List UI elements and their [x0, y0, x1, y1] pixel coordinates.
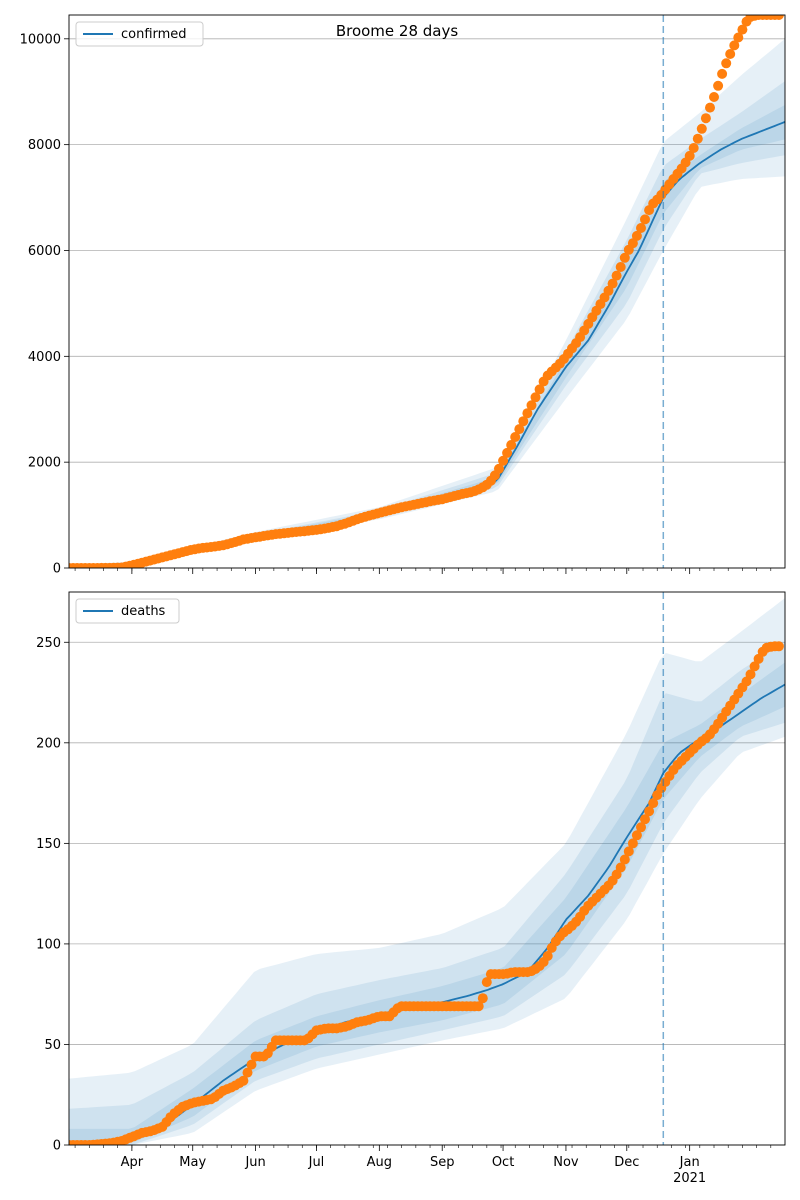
observed-point [542, 951, 553, 961]
observed-point [615, 862, 626, 873]
observed-point [530, 392, 541, 403]
observed-point [644, 806, 655, 817]
y-tick-label: 8000 [28, 138, 61, 153]
observed-point [514, 424, 525, 435]
legend-box [75, 21, 204, 47]
observed-point [506, 440, 517, 450]
observed-point [510, 432, 521, 442]
observed-point [518, 416, 529, 427]
observed-point [636, 822, 646, 833]
observed-point [242, 1067, 253, 1078]
legend-box [75, 598, 180, 624]
x-tick-label: Jul [308, 1155, 325, 1170]
x-tick-label: Aug [367, 1155, 392, 1170]
observed-point [522, 408, 533, 419]
observed-point [648, 798, 659, 809]
x-tick-label: Apr [121, 1155, 144, 1170]
y-tick-label: 250 [36, 636, 61, 651]
plot-area [69, 598, 785, 1145]
y-tick-label: 0 [53, 562, 61, 577]
legend-label: confirmed [121, 27, 187, 42]
axes-frame [68, 591, 786, 1146]
legend: confirmed [75, 21, 204, 47]
y-tick-label: 10000 [20, 32, 61, 47]
observed-point [607, 278, 618, 289]
observed-point [611, 270, 622, 281]
observed-point [688, 143, 699, 153]
observed-point [498, 455, 509, 466]
observed-point [623, 846, 634, 857]
axes-frame [68, 14, 786, 569]
observed-point [494, 463, 504, 474]
observed-point [627, 238, 638, 249]
legend-label: deaths [121, 604, 166, 619]
y-tick-label: 0 [53, 1139, 61, 1154]
observed-point [721, 58, 732, 69]
observed-point [729, 40, 740, 51]
band-middle [69, 642, 785, 1145]
observed-point [636, 223, 646, 233]
observed-point [692, 133, 703, 144]
observed-point [773, 641, 784, 652]
y-tick-label: 200 [36, 736, 61, 751]
observed-point [773, 15, 784, 20]
observed-point [745, 669, 756, 680]
x-tick-label: Oct [492, 1155, 514, 1170]
y-tick-label: 150 [36, 837, 61, 852]
observed-point [481, 977, 492, 988]
band-inner [69, 105, 785, 568]
confirmed-panel: 0 2000 4000 6000 8000 10000 confirmed [20, 14, 786, 577]
observed-point [238, 1075, 249, 1086]
observed-point [619, 854, 630, 865]
observed-point [477, 993, 488, 1004]
observed-point [534, 384, 545, 395]
x-tick-label: Sep [430, 1155, 455, 1170]
observed-point [526, 400, 537, 411]
deaths-panel: 0 50 100 150 200 250 Apr May Jun Jul Aug Sep Oct Nov D… [36, 591, 786, 1186]
observed-point [713, 80, 724, 91]
y-tick-label: 100 [36, 937, 61, 952]
observed-point [640, 214, 650, 225]
x-year-label: 2021 [673, 1171, 706, 1186]
observed-point [615, 262, 626, 272]
observed-point [619, 252, 630, 263]
band-outer [69, 38, 785, 568]
observed-point [737, 24, 748, 35]
y-tick-label: 50 [44, 1038, 61, 1053]
observed-point [733, 32, 744, 43]
y-tick-label: 2000 [28, 456, 61, 471]
observed-point [700, 113, 711, 124]
observed-point [246, 1059, 257, 1070]
observed-point [705, 102, 715, 113]
observed-point [696, 123, 707, 134]
plot-area [69, 15, 785, 568]
observed-point [473, 1001, 484, 1012]
observed-point [725, 49, 736, 59]
x-tick-label: Nov [553, 1155, 579, 1170]
observed-point [631, 230, 642, 241]
observed-point [709, 92, 719, 102]
y-tick-label: 4000 [28, 350, 61, 365]
chart-title: Broome 28 days [336, 22, 459, 40]
x-tick-label: May [179, 1155, 206, 1170]
observed-point [627, 838, 638, 849]
observed-point [640, 814, 650, 825]
observed-point [717, 68, 728, 79]
x-tick-label: Dec [614, 1155, 639, 1170]
x-tick-label: Jan [679, 1155, 700, 1170]
y-tick-label: 6000 [28, 244, 61, 259]
observed-point [684, 150, 695, 161]
legend: deaths [75, 598, 180, 624]
band-outer [69, 598, 785, 1145]
observed-point [631, 830, 642, 841]
observed-point [749, 661, 760, 672]
observed-point [502, 447, 513, 458]
x-tick-label: Jun [244, 1155, 265, 1170]
